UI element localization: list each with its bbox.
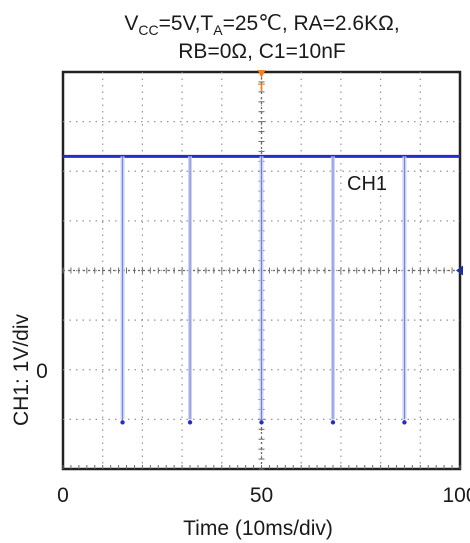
ch1-pulse-low-point [120, 420, 125, 425]
ch1-pulse-low-point [330, 420, 336, 425]
trigger-marker: T [258, 82, 265, 94]
x-tick-label: 100 [442, 484, 470, 507]
ch1-pulse-low-point [402, 420, 407, 425]
x-tick-label: 50 [250, 484, 273, 507]
ch1-pulse-low-point [259, 420, 264, 425]
chart-title-line-2: RB=0Ω, C1=10nF [178, 40, 345, 63]
y-zero-label: 0 [36, 360, 48, 383]
x-axis-label: Time (10ms/div) [183, 517, 333, 540]
ch1-pulse-low-point [187, 420, 193, 425]
series-label-ch1: CH1 [347, 173, 387, 195]
y-axis-label: CH1: 1V/div [10, 313, 33, 426]
trigger-level-marker [456, 265, 463, 276]
markers: T [257, 70, 463, 276]
trigger-position-arrow [257, 70, 266, 78]
ch1-trace [63, 154, 460, 425]
x-tick-label: 0 [57, 484, 69, 507]
chart-title-line-1: VCC=5V,TA=25℃, RA=2.6KΩ, [124, 12, 399, 38]
